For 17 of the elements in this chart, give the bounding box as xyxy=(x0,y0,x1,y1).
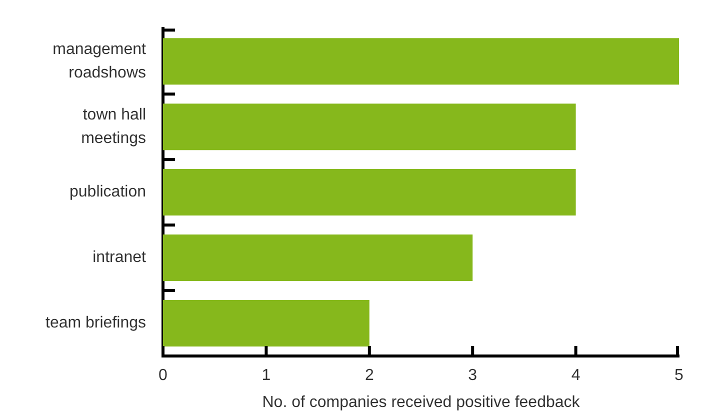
x-axis-title: No. of companies received positive feedback xyxy=(262,394,581,411)
y-tick-label: management roadshows xyxy=(52,41,147,82)
y-tick-label: publication xyxy=(70,184,146,201)
y-tick-label: team briefings xyxy=(46,314,146,332)
bar xyxy=(163,104,576,150)
bar xyxy=(163,234,473,282)
x-tick-label: 4 xyxy=(571,367,580,384)
x-tick-label: 1 xyxy=(262,367,271,384)
bar xyxy=(163,38,679,85)
y-tick-label: town hall meetings xyxy=(81,106,146,147)
x-tick-label: 0 xyxy=(158,367,168,384)
x-tick-label: 5 xyxy=(674,367,684,384)
bar xyxy=(163,169,576,216)
bar xyxy=(163,300,370,347)
y-tick-label: intranet xyxy=(92,249,147,266)
x-tick-label: 2 xyxy=(364,367,374,384)
x-tick-label: 3 xyxy=(468,367,478,384)
